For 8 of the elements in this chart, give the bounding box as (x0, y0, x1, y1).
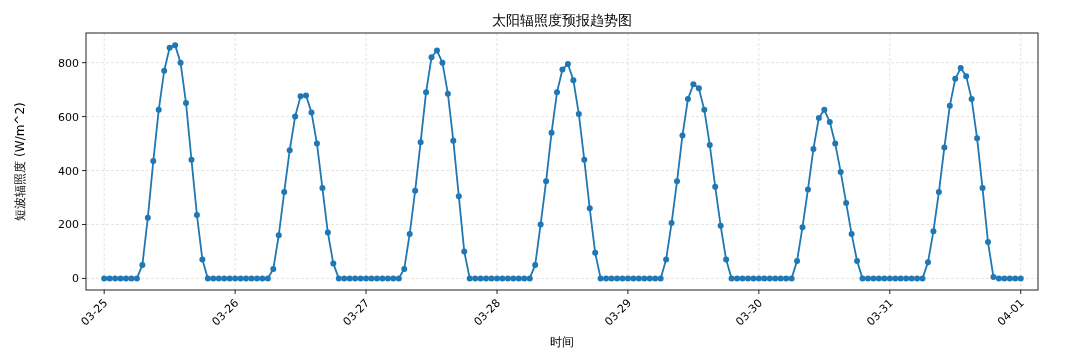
x-axis-title: 时间 (550, 335, 574, 349)
y-tick-label: 400 (58, 164, 79, 178)
chart-title: 太阳辐照度预报趋势图 (492, 12, 632, 28)
y-tick-label: 600 (58, 110, 79, 124)
y-tick-label: 800 (58, 56, 79, 70)
y-tick-label: 200 (58, 218, 79, 232)
y-axis-title: 短波辐照度 (W/m^2) (13, 102, 27, 221)
y-tick-label: 0 (72, 272, 79, 286)
